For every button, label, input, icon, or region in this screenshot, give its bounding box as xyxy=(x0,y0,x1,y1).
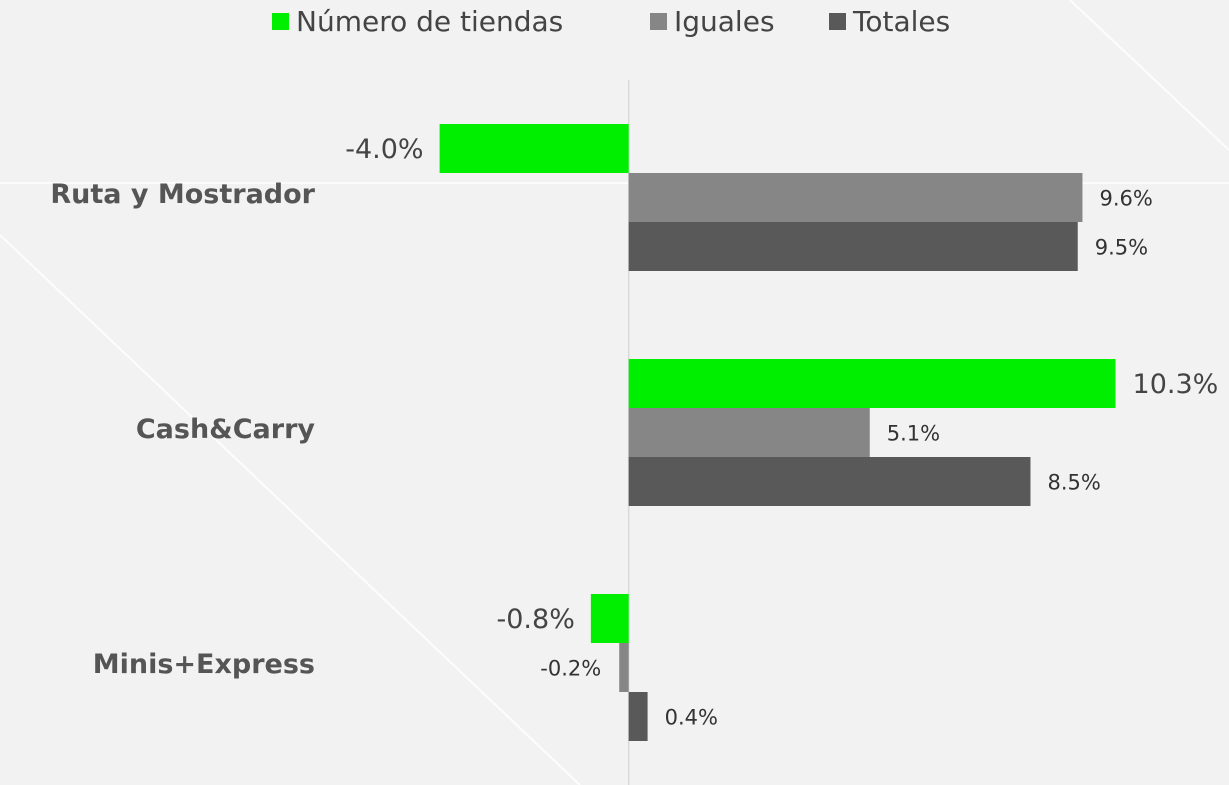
bar xyxy=(628,222,1078,271)
category-label: Minis+Express xyxy=(93,649,315,680)
value-label: 9.6% xyxy=(1099,187,1152,211)
bar xyxy=(628,173,1083,222)
bar xyxy=(590,594,629,643)
bar xyxy=(628,359,1116,408)
bar xyxy=(628,408,870,457)
bar xyxy=(628,692,648,741)
legend-label: Número de tiendas xyxy=(296,5,563,38)
value-label: 9.5% xyxy=(1095,236,1148,260)
legend-label: Totales xyxy=(852,5,950,38)
legend-swatch xyxy=(650,13,667,30)
value-label: -0.8% xyxy=(497,604,575,635)
bar xyxy=(619,643,629,692)
value-label: 0.4% xyxy=(665,706,718,730)
value-label: 8.5% xyxy=(1047,471,1100,495)
legend-swatch xyxy=(829,13,846,30)
value-label: -4.0% xyxy=(345,134,423,165)
value-label: 10.3% xyxy=(1133,369,1219,400)
category-label: Ruta y Mostrador xyxy=(50,179,315,210)
category-label: Cash&Carry xyxy=(136,414,316,445)
bar xyxy=(439,124,629,173)
value-label: -0.2% xyxy=(540,657,601,681)
legend-swatch xyxy=(272,13,289,30)
value-label: 5.1% xyxy=(887,422,940,446)
legend-label: Iguales xyxy=(674,5,775,38)
bar xyxy=(628,457,1031,506)
